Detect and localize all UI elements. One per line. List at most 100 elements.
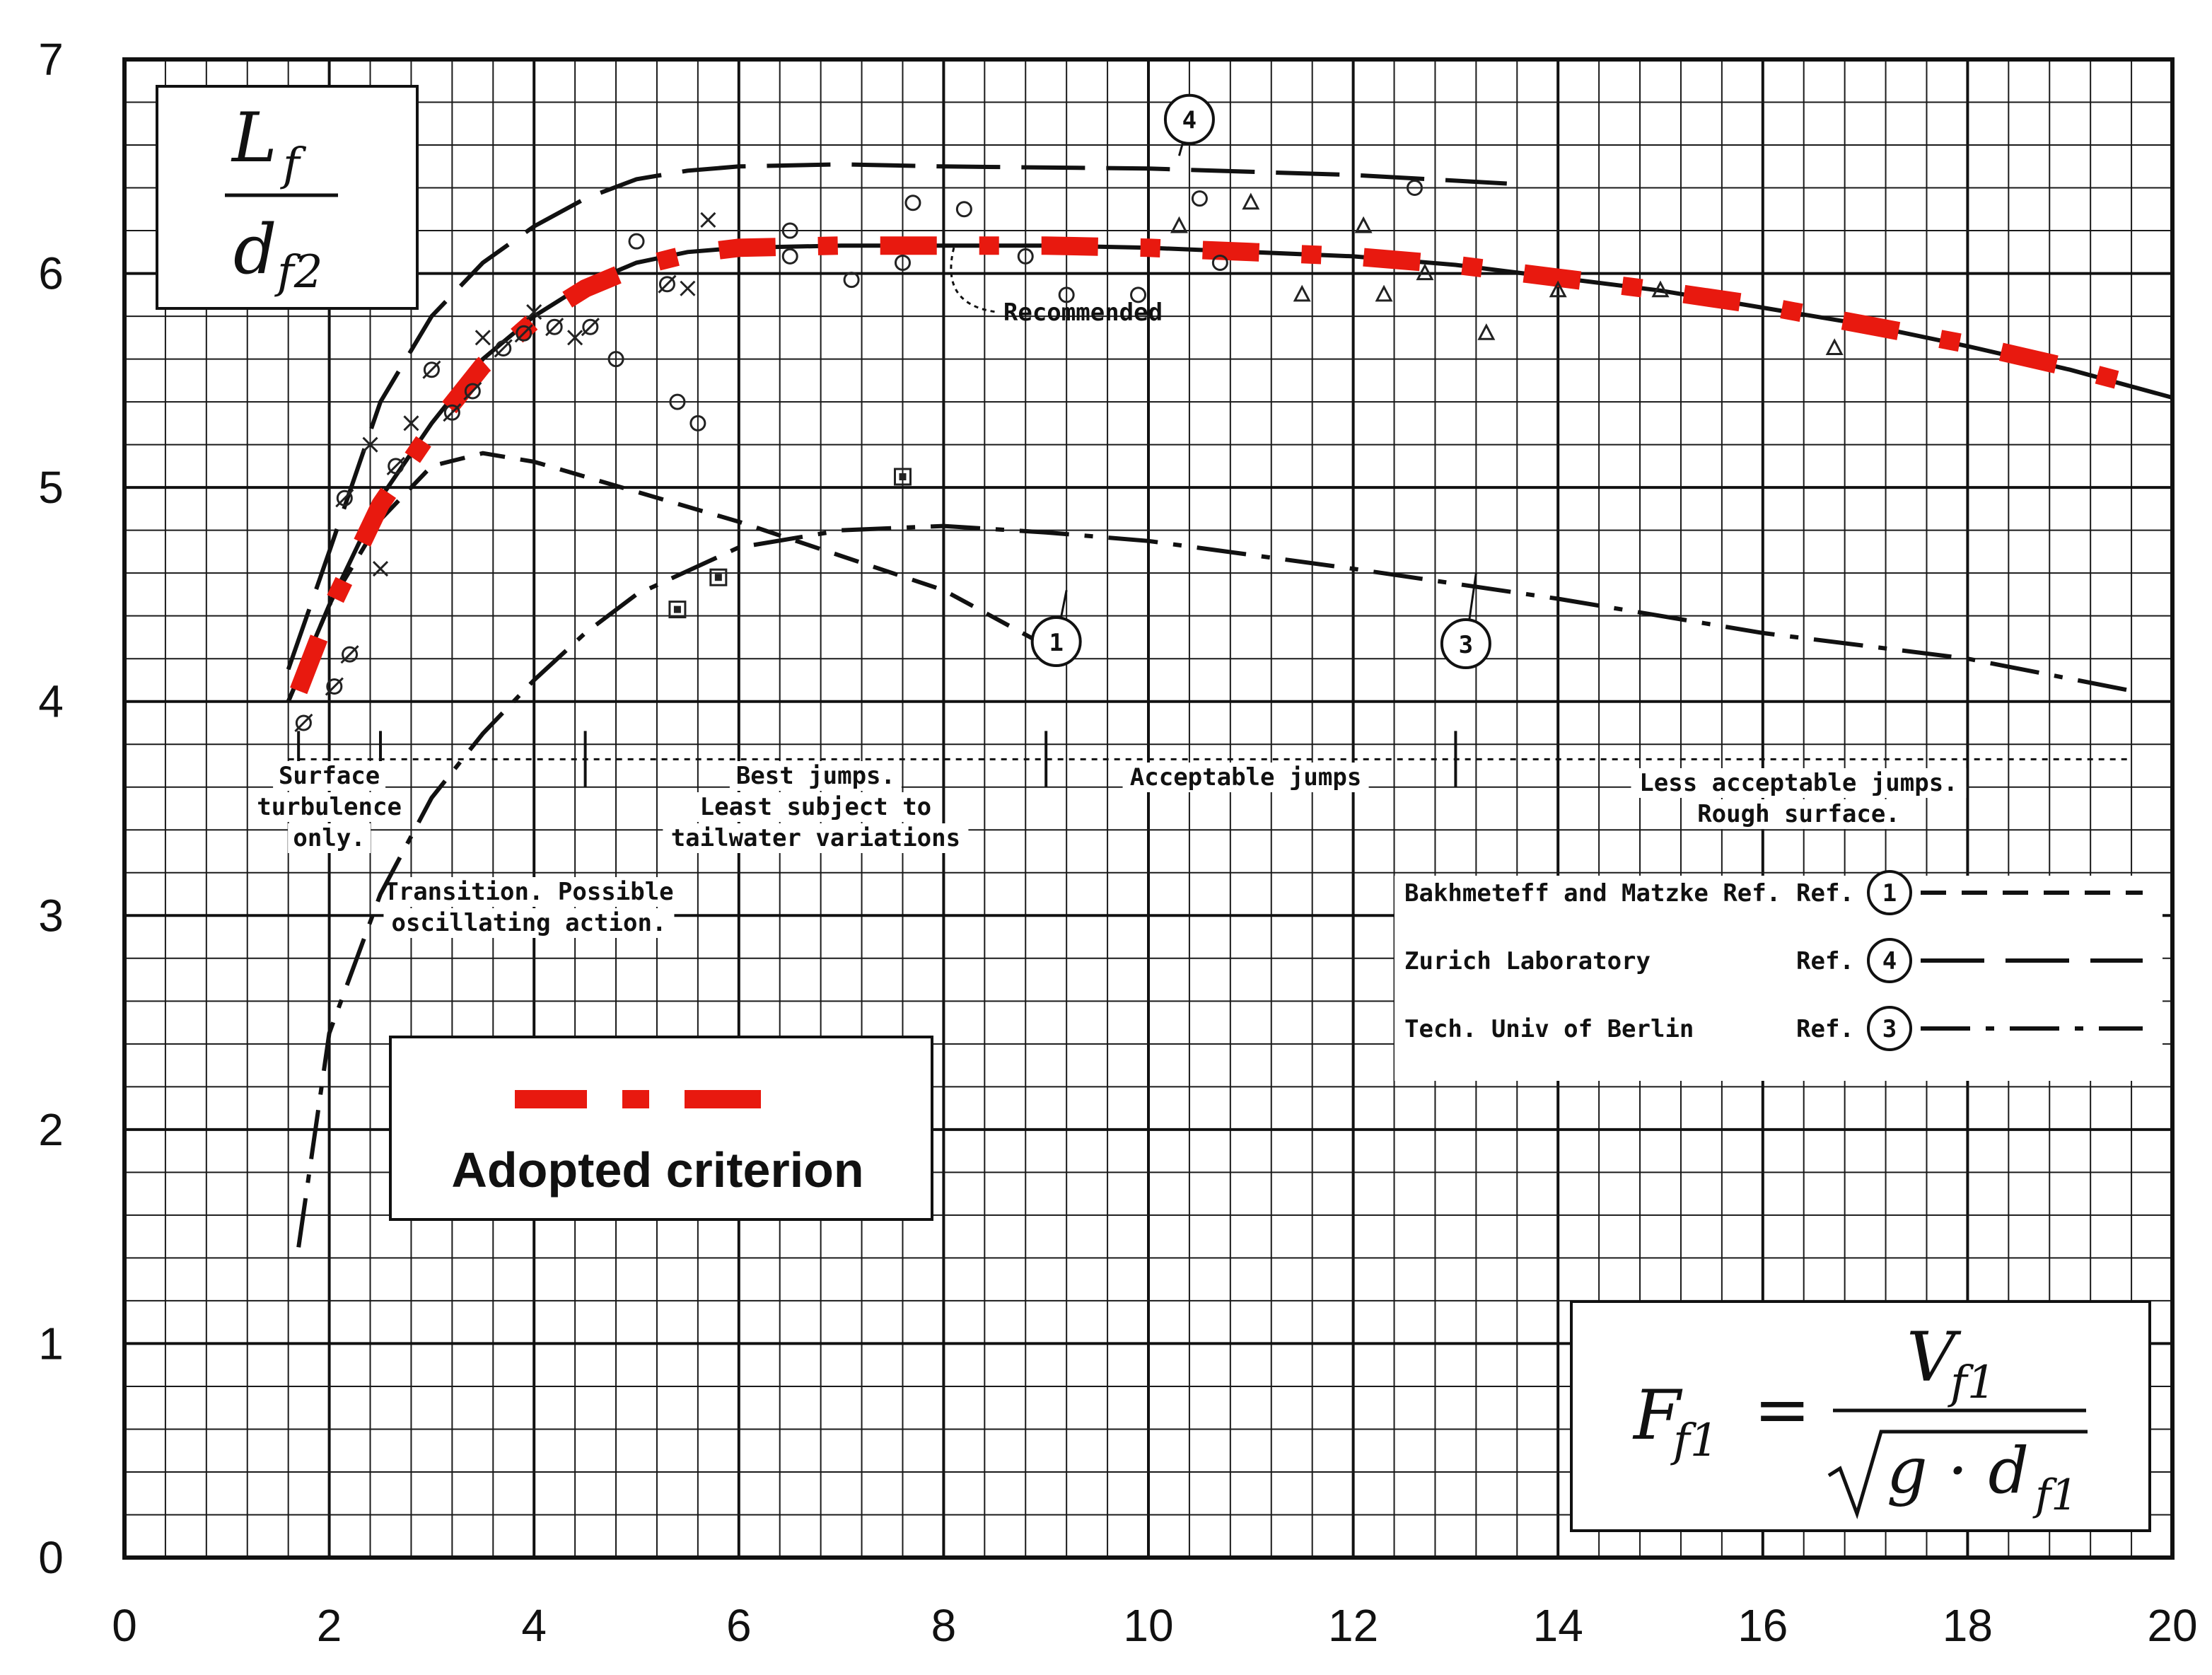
point-slash [325, 677, 344, 696]
point-slashed-circle [326, 678, 343, 695]
point-square [893, 468, 912, 486]
point-triangle [1416, 263, 1434, 281]
point-circle [955, 201, 972, 218]
point-triangle [1549, 280, 1567, 298]
x-tick-label: 16 [1737, 1600, 1788, 1651]
point-triangle [1354, 216, 1373, 233]
region-label-bg [250, 792, 408, 822]
y-tick-label: 3 [38, 890, 64, 941]
point-slash [422, 360, 441, 379]
region-label-bg [663, 823, 969, 853]
point-slash [545, 318, 564, 337]
region-label: only. [293, 824, 365, 852]
region-label-bg [1690, 799, 1907, 829]
legend-ref-circle [1867, 870, 1912, 915]
point-slash [294, 713, 313, 733]
x-axis-formula-box: F f1 = V f1 g · d f1 [1570, 1300, 2151, 1532]
y-axis-label-box: L f d f2 [156, 85, 419, 310]
point-slashed-circle [342, 646, 359, 663]
legend-series-name: Zurich Laboratory [1404, 947, 1651, 975]
legend-ref-prefix: Ref. [1796, 947, 1854, 975]
point-slashed-circle [388, 458, 404, 475]
adopted-criterion-legend: Adopted criterion [389, 1036, 933, 1221]
point-triangle [1651, 280, 1670, 298]
annotation-recommended: Recommended [1003, 299, 1163, 327]
point-triangle [1375, 284, 1393, 302]
ref-circle-label: 4 [1182, 107, 1197, 135]
point-slash [514, 324, 533, 343]
point-cross [526, 303, 542, 320]
formula-eq: = [1754, 1370, 1810, 1449]
plot-frame [122, 57, 2175, 1560]
legend-ref-number: 4 [1882, 947, 1897, 975]
region-label-bg [1631, 768, 1967, 798]
point-circle [669, 393, 686, 410]
legend-ref-number: 1 [1882, 879, 1897, 908]
region-label-bg [1122, 763, 1369, 792]
region-label: Acceptable jumps [1130, 763, 1362, 792]
x-tick-label: 14 [1533, 1600, 1583, 1651]
point-slashed-circle [336, 489, 353, 506]
series-dash-dot [296, 523, 2132, 1248]
x-tick-label: 12 [1328, 1600, 1378, 1651]
legend-ref-circle [1867, 938, 1912, 983]
region-label: Least subject to [700, 793, 932, 821]
region-label-bg [288, 823, 371, 853]
y-tick-label: 5 [38, 462, 64, 513]
x-tick-label: 0 [112, 1600, 137, 1651]
point-slashed-circle [464, 383, 481, 400]
legend: Bakhmeteff and Matzke Ref. Ref. 1 Zurich La… [1395, 870, 2162, 1081]
formula-den-sub: f1 [2032, 1471, 2078, 1520]
legend-ref-prefix: Ref. [1796, 1015, 1854, 1043]
point-slash [335, 489, 354, 508]
point-square-inner [673, 605, 681, 613]
y-tick-label: 1 [38, 1318, 64, 1369]
region-annotations: Surface turbulence only. Transition. Possib… [250, 731, 2132, 938]
x-tick-label: 2 [317, 1600, 342, 1651]
point-slashed-circle [658, 276, 675, 293]
point-slashed-circle [516, 325, 532, 342]
point-circle [781, 222, 798, 239]
point-circle [1406, 180, 1423, 197]
legend-frame [1395, 876, 2162, 1081]
legend-ref-prefix: Ref. [1796, 879, 1854, 908]
point-slashed-circle [443, 404, 460, 421]
point-slashed-circle [495, 340, 512, 357]
formula-lhs: F [1632, 1376, 1683, 1455]
ref-circle-label: 1 [1049, 629, 1063, 657]
legend-ref-number: 3 [1882, 1015, 1897, 1043]
x-tick-label: 6 [726, 1600, 752, 1651]
data-points [294, 180, 1844, 733]
circled-refs: 4 1 3 [1030, 93, 1491, 670]
point-circle [1130, 286, 1147, 303]
point-square-inner [714, 574, 722, 581]
point-slash [443, 403, 462, 422]
point-circle [894, 254, 911, 271]
series-red-dash-dot [290, 236, 2155, 695]
point-slashed-circle [423, 361, 440, 378]
curves [286, 162, 2173, 1248]
point-slashed-circle [546, 318, 563, 335]
point-circle [689, 415, 706, 431]
region-label-bg [383, 908, 675, 938]
point-slash [386, 456, 405, 475]
point-circle [1191, 190, 1208, 207]
region-label-bg [692, 792, 939, 822]
legend-rows: Bakhmeteff and Matzke Ref. Ref. 1 Zurich La… [1404, 870, 2143, 1051]
point-triangle [1477, 323, 1496, 340]
point-triangle [1293, 284, 1311, 302]
x-tick-labels: 0 2 4 6 8 10 12 14 16 18 20 [112, 1600, 2197, 1651]
point-slash [494, 339, 513, 358]
x-tick-label: 4 [521, 1600, 547, 1651]
point-circle [843, 272, 860, 289]
region-label: Best jumps. [736, 762, 895, 790]
y-tick-label: 7 [38, 34, 64, 85]
y-tick-label: 6 [38, 248, 64, 299]
point-cross [567, 330, 583, 346]
adopted-legend-label: Adopted criterion [451, 1142, 863, 1198]
series-dashed [286, 451, 1047, 702]
point-cross [475, 330, 491, 346]
point-circle [904, 195, 921, 211]
point-circle [781, 248, 798, 265]
point-cross [362, 436, 378, 453]
